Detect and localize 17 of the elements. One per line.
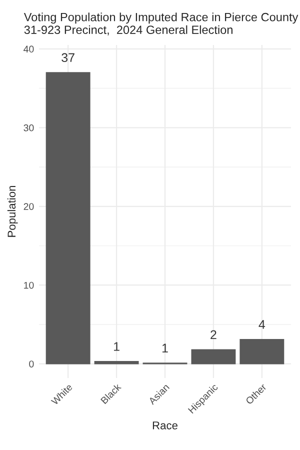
annotation: 1 [114, 342, 120, 351]
bar [46, 72, 90, 364]
bar [240, 339, 284, 364]
y-tick-label: 0 [29, 360, 34, 368]
annotation: 1 [162, 344, 168, 352]
bar [94, 361, 139, 364]
chart-title: Voting Population by Imputed Race in Pierce County 31-923 Precinct, 2024 General Election [24, 12, 298, 36]
annotation: 4 [258, 320, 266, 329]
annotation: 37 [62, 53, 74, 62]
y-tick-label: 10 [24, 282, 34, 289]
bar [191, 349, 236, 364]
annotation: 2 [210, 330, 216, 340]
x-axis-title: Race [152, 422, 178, 430]
y-tick-label: 40 [24, 46, 34, 53]
y-tick-label: 30 [24, 124, 34, 132]
y-tick-label: 20 [24, 203, 34, 210]
y-axis-title: Population [7, 186, 18, 237]
